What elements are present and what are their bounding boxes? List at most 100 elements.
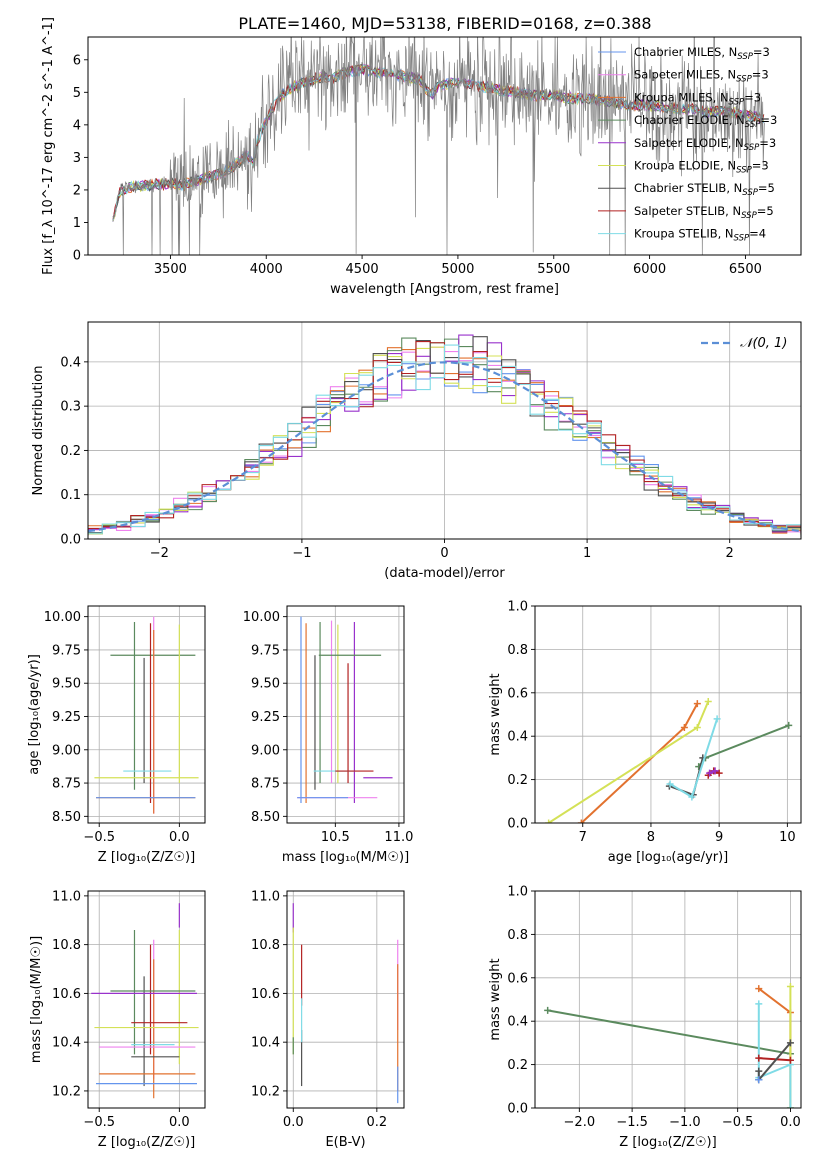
weight-point-marker: [704, 697, 712, 705]
y-tick-label: 0.6: [507, 971, 528, 986]
legend-entry: Kroupa STELIB, NSSP=4: [634, 227, 766, 244]
z-mass-grid: [88, 891, 205, 1108]
x-tick-label: 7: [579, 830, 587, 845]
spectrum-y-axis-label: Flux [f_λ 10^-17 erg cm^-2 s^-1 A^-1]: [41, 17, 56, 275]
legend-entry: Chabrier STELIB, NSSP=5: [634, 181, 775, 198]
axes-frame: [87, 36, 802, 256]
mass-age-grid: [287, 606, 404, 823]
y-tick-label: 0.2: [60, 444, 81, 459]
legend-entry: Chabrier MILES, NSSP=3: [634, 45, 770, 62]
legend-entry: Chabrier ELODIE, NSSP=3: [634, 113, 777, 130]
y-tick-label: 11.0: [52, 889, 81, 904]
y-tick-label: 8.50: [52, 810, 81, 825]
y-tick-label: 1: [73, 216, 81, 231]
residuals-x-axis-label: (data-model)/error: [384, 566, 505, 581]
y-tick-label: 10.8: [251, 938, 280, 953]
y-tick-label: 10.00: [44, 610, 81, 625]
x-tick-label: −0.5: [83, 1115, 115, 1130]
y-tick-label: 2: [73, 183, 81, 198]
z-mass-plot-area: [91, 903, 199, 1099]
spectrum-panel: 3500 4000 4500 5000 5500 6000 6500 0 1 2 3 4 5 6 wavel…: [41, 17, 802, 297]
weight-point-marker: [693, 724, 701, 732]
mass-age-axes: 10.5 11.0 8.50 8.75 9.00 9.25 9.50 9.75 10.00 mas…: [243, 605, 413, 865]
y-tick-label: 8.50: [251, 810, 280, 825]
weight-point-marker: [755, 985, 763, 993]
y-tick-label: 0.8: [507, 928, 528, 943]
x-tick-label: 0.2: [366, 1115, 387, 1130]
y-tick-label: 10.4: [251, 1036, 280, 1051]
ebv-mass-grid: [287, 891, 404, 1108]
weight-point-marker: [755, 1076, 763, 1084]
weight-point-marker: [666, 780, 674, 788]
y-tick-label: 0.3: [60, 400, 81, 415]
weight-series-line: [580, 703, 699, 823]
y-tick-label: 9.50: [52, 677, 81, 692]
metallicity-massweight-panel: −2.0 −1.5 −1.0 −0.5 0.0 0.0 0.2 0.4 0.6 0.8 1.0 Z […: [488, 885, 802, 1150]
z-weight-grid: [535, 890, 801, 1109]
x-tick-label: 4500: [346, 262, 379, 277]
metallicity-mass-panel: −0.5 0.0 10.2 10.4 10.6 10.8 11.0 Z [log₁₀(Z/Z☉…: [29, 889, 206, 1150]
y-tick-label: 10.2: [251, 1084, 280, 1099]
y-tick-label: 10.6: [52, 987, 81, 1002]
y-tick-label: 9.50: [251, 677, 280, 692]
z-age-x-axis-label: Z [log₁₀(Z/Z☉)]: [98, 850, 195, 865]
y-tick-label: 0.2: [507, 1058, 528, 1073]
x-tick-label: 1: [583, 546, 591, 561]
ebv-mass-x-axis-label: E(B-V): [325, 1135, 365, 1150]
x-tick-label: −1: [292, 546, 311, 561]
z-age-axes: −0.5 0.0 8.50 8.75 9.00 9.25 9.50 9.75 10.00 Z [l…: [27, 605, 206, 865]
x-tick-label: 3500: [154, 262, 187, 277]
weight-series-line: [548, 701, 710, 823]
legend-entry: Kroupa ELODIE, NSSP=3: [634, 159, 769, 176]
axes-frame: [87, 605, 206, 824]
y-tick-label: 10.00: [243, 610, 280, 625]
y-tick-label: 10.6: [251, 987, 280, 1002]
y-tick-label: 8.75: [52, 777, 81, 792]
y-tick-label: 9.25: [251, 710, 280, 725]
y-tick-label: 5: [73, 86, 81, 101]
y-tick-label: 0.1: [60, 488, 81, 503]
age-massweight-panel: 7 8 9 10 0.0 0.2 0.4 0.6 0.8 1.0 age [log₁₀(age/yr…: [488, 600, 802, 865]
weight-point-marker: [786, 1056, 794, 1064]
y-tick-label: 0.4: [507, 1015, 528, 1030]
residuals-plot-area: [88, 334, 801, 538]
y-tick-label: 10.2: [52, 1084, 81, 1099]
y-tick-label: 0.8: [507, 643, 528, 658]
age-weight-y-axis-label: mass weight: [488, 673, 503, 755]
y-tick-label: 1.0: [507, 600, 528, 615]
y-tick-label: 0: [73, 249, 81, 264]
y-tick-label: 3: [73, 151, 81, 166]
weight-point-marker: [544, 1006, 552, 1014]
x-tick-label: 6000: [633, 262, 666, 277]
weight-point-marker: [577, 819, 585, 823]
y-tick-label: 9.75: [52, 643, 81, 658]
y-tick-label: 0.4: [507, 730, 528, 745]
z-age-grid: [88, 606, 205, 823]
x-tick-label: 4000: [250, 262, 283, 277]
x-tick-label: −2: [150, 546, 169, 561]
weight-point-marker: [755, 1054, 763, 1062]
x-tick-label: −1.0: [669, 1115, 701, 1130]
y-tick-label: 0.2: [507, 773, 528, 788]
y-tick-label: 8.75: [251, 777, 280, 792]
legend-entry: Salpeter STELIB, NSSP=5: [634, 204, 774, 221]
age-weight-grid: [535, 605, 801, 824]
y-tick-label: 10.4: [52, 1036, 81, 1051]
legend-entry: 𝒩(0, 1): [740, 336, 787, 351]
x-tick-label: 5500: [537, 262, 570, 277]
ebv-mass-plot-area: [292, 903, 399, 1104]
axes-frame: [286, 605, 405, 824]
weight-point-marker: [755, 1067, 763, 1075]
x-tick-label: 2: [726, 546, 734, 561]
x-tick-label: 0.0: [780, 1115, 801, 1130]
x-tick-label: 5000: [441, 262, 474, 277]
weight-point-marker: [706, 769, 714, 777]
y-tick-label: 1.0: [507, 885, 528, 900]
z-mass-y-axis-label: mass [log₁₀(M/M☉)]: [29, 936, 44, 1063]
x-tick-label: 11.0: [384, 830, 413, 845]
weight-point-marker: [786, 1039, 794, 1047]
spectrum-axes: 3500 4000 4500 5000 5500 6000 6500 0 1 2 3 4 5 6 wavel…: [41, 17, 802, 297]
weight-point-marker: [786, 982, 794, 990]
weight-point-marker: [786, 1104, 794, 1108]
